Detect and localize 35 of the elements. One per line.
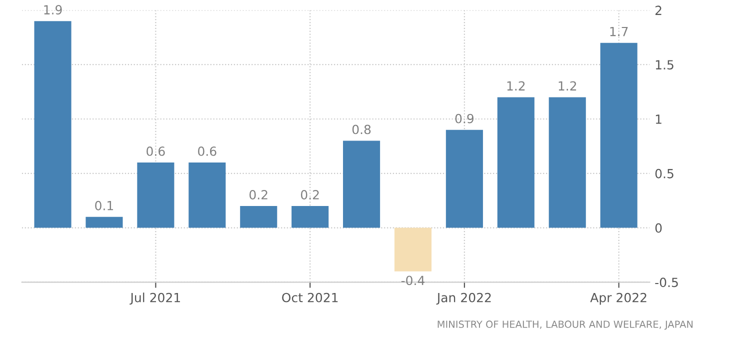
y-tick-label: -0.5 <box>655 278 678 288</box>
y-tick-label: 0.5 <box>655 168 674 178</box>
data-label: 0.2 <box>249 190 268 200</box>
bar <box>240 206 278 228</box>
bar <box>86 216 123 228</box>
bar <box>137 162 174 228</box>
y-tick-label: 0 <box>655 223 662 233</box>
bar <box>497 97 534 228</box>
data-label: 1.9 <box>44 5 62 14</box>
text: MINISTRY OF HEALTH, LABOUR AND WELFARE, JAPAN <box>438 320 693 330</box>
x-tick-label: Oct 2021 <box>282 292 338 302</box>
bar <box>548 97 586 228</box>
x-tick-label: Jul 2021 <box>130 292 180 305</box>
bar <box>34 21 72 228</box>
y-tick-label: 2 <box>655 6 662 15</box>
data-label: -0.4 <box>401 276 424 286</box>
data-label: 0.2 <box>300 190 319 200</box>
data-label: 0.8 <box>352 124 371 134</box>
y-tick-label: 1.5 <box>656 60 674 70</box>
data-label: 1.2 <box>558 81 576 90</box>
bar <box>292 206 329 228</box>
data-label: 1.7 <box>610 26 628 36</box>
bar <box>343 140 380 228</box>
bar <box>600 42 638 228</box>
data-label: 0.6 <box>146 146 165 156</box>
data-label: 0.6 <box>198 146 216 156</box>
data-label: 0.1 <box>95 200 114 210</box>
bar <box>446 130 483 228</box>
x-tick-label: Jan 2022 <box>436 292 491 305</box>
data-label: 0.9 <box>455 114 474 124</box>
x-tick-label: Apr 2022 <box>590 292 646 305</box>
bar <box>188 162 226 228</box>
bar <box>394 228 432 272</box>
y-tick-label: 1 <box>656 114 662 124</box>
data-label: 1.2 <box>507 81 525 90</box>
